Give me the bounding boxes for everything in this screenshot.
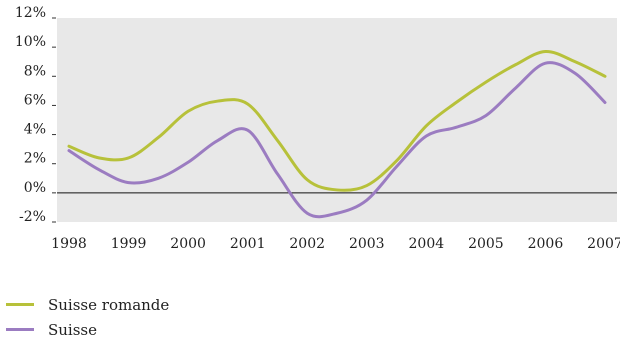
x-tick-label: 2005	[468, 236, 504, 250]
x-tick-label: 1999	[111, 236, 147, 250]
x-tick-label: 2001	[230, 236, 266, 250]
legend-item-suisse-romande: Suisse romande	[6, 292, 169, 317]
series-line-suisse-romande	[67, 50, 607, 192]
plot-background	[57, 18, 617, 222]
y-tick-label: 8%	[24, 63, 46, 79]
x-tick-label: 2000	[170, 236, 206, 250]
y-tick-label: 10%	[15, 34, 46, 50]
x-tick-label: 2004	[409, 236, 445, 250]
series-line-suisse	[67, 61, 607, 219]
x-tick-label: 1998	[51, 236, 87, 250]
legend-swatch-suisse	[6, 328, 34, 331]
x-tick-label: 2007	[587, 236, 620, 250]
legend: Suisse romande Suisse	[6, 292, 169, 342]
x-tick-label: 2006	[528, 236, 564, 250]
legend-label-suisse-romande: Suisse romande	[48, 295, 170, 314]
x-tick-label: 2003	[349, 236, 385, 250]
y-tick-label: 0%	[24, 180, 46, 196]
y-tick-label: 2%	[24, 151, 46, 167]
y-tick-label: 6%	[24, 92, 46, 108]
y-tick-label: 4%	[24, 122, 46, 138]
x-tick-label: 2002	[289, 236, 325, 250]
line-chart: -2% 0% 2% 4% 6% 8% 10% 12% 1998 1999 2000 2001 2002…	[15, 5, 620, 250]
legend-item-suisse: Suisse	[6, 317, 169, 342]
y-tick-label: 12%	[15, 5, 46, 21]
legend-label-suisse: Suisse	[48, 320, 98, 339]
legend-swatch-suisse-romande	[6, 303, 34, 306]
y-tick-label: -2%	[19, 209, 46, 225]
